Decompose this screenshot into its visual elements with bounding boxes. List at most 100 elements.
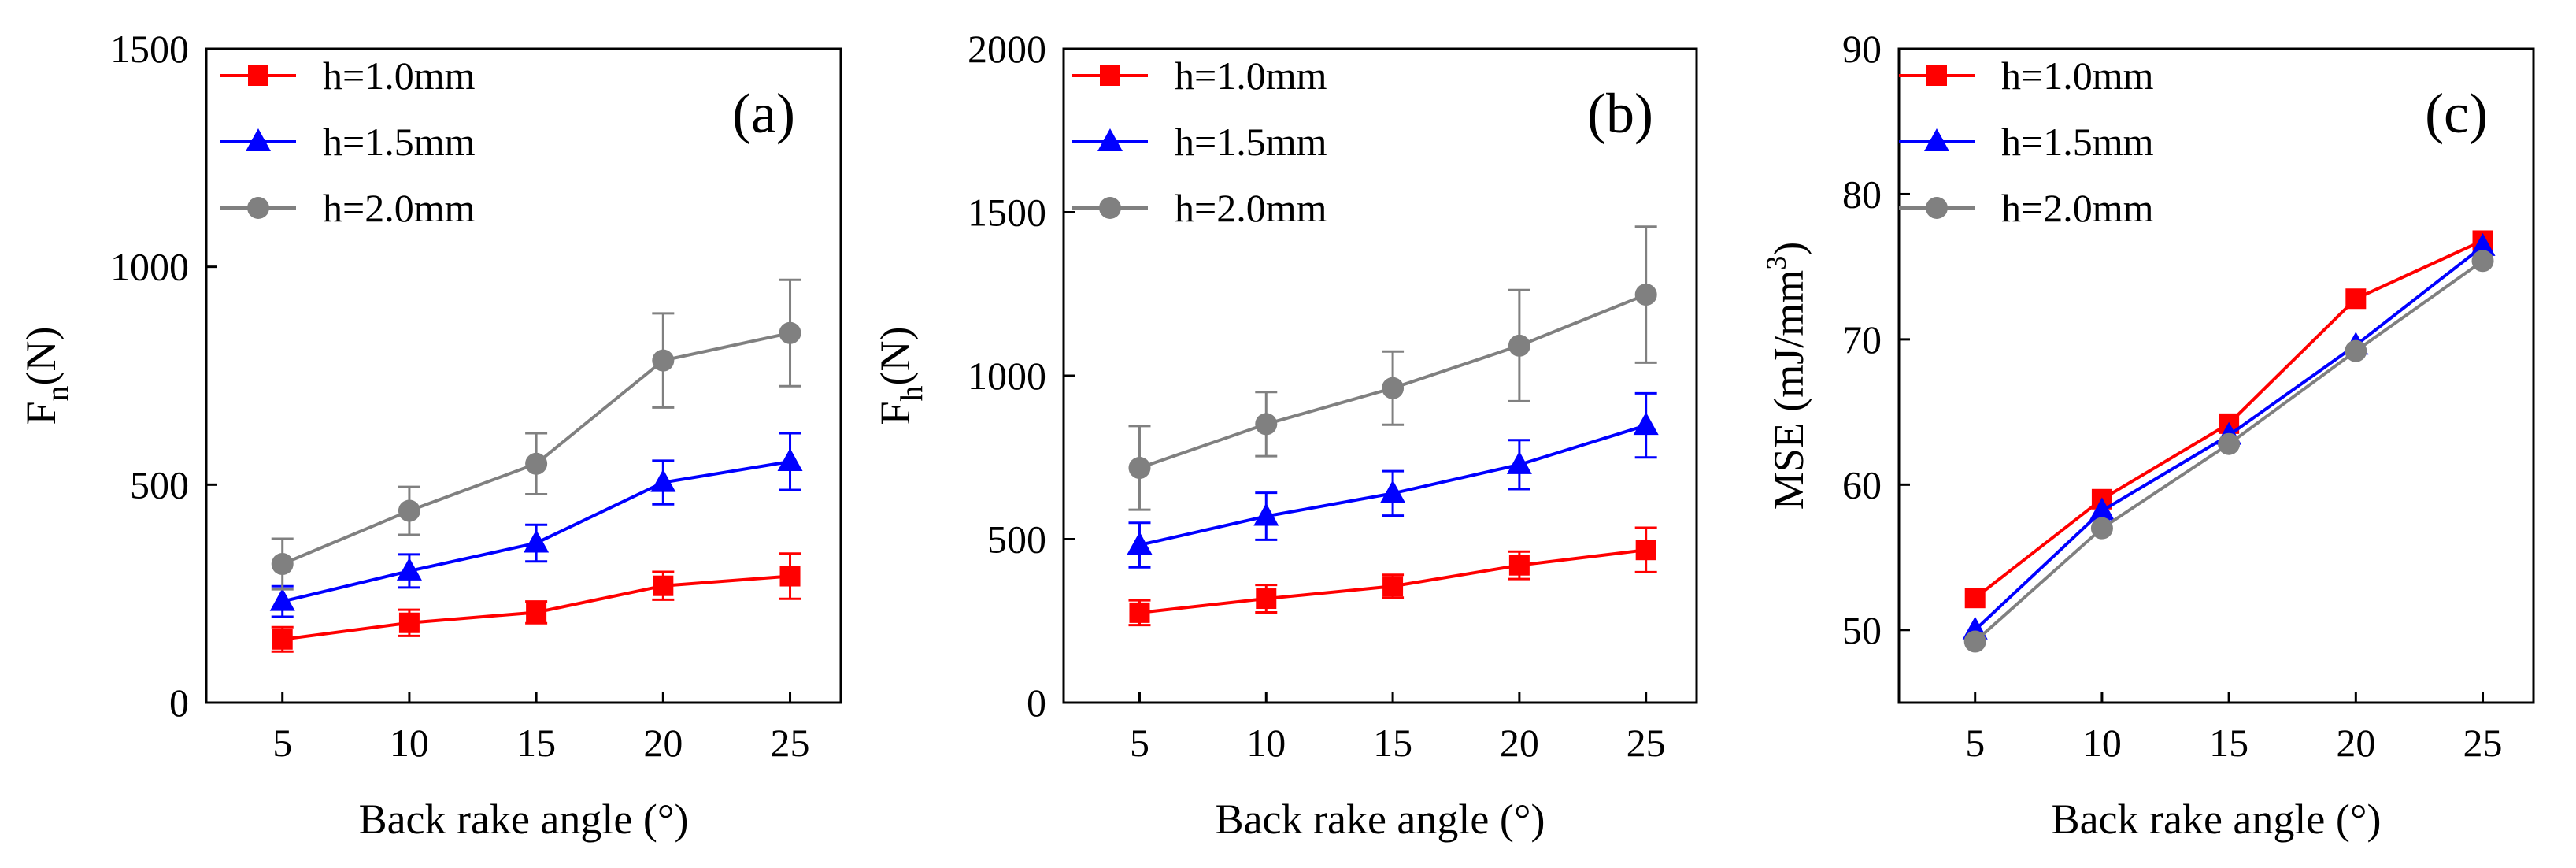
y-tick-label: 500 <box>130 462 189 506</box>
data-point <box>1253 503 1279 526</box>
data-point <box>526 602 547 623</box>
chart-panel-3: 5 10 15 20 25 50 60 70 80 90 Back rake angle (°) MS… <box>1760 27 2535 843</box>
legend-label: h=1.5mm <box>2001 120 2154 164</box>
y-axis-title: Fn(N) <box>17 326 75 425</box>
data-point <box>1382 576 1404 597</box>
x-tick-label: 25 <box>2463 721 2503 765</box>
data-point <box>272 629 293 650</box>
y-tick-label: 0 <box>169 681 189 725</box>
x-tick-label: 20 <box>643 721 683 765</box>
plot-frame <box>1897 47 2535 704</box>
data-point <box>1380 480 1406 503</box>
series-h=1.0mm <box>1964 230 2493 609</box>
data-point <box>2471 250 2494 273</box>
y-tick-label: 500 <box>987 517 1046 562</box>
data-point <box>1506 451 1532 474</box>
y-tick-label: 1500 <box>968 191 1046 235</box>
y-tick-label: 1000 <box>968 354 1046 398</box>
chart-panel-1: 5 10 15 20 25 0 500 1000 1500 Back rake angle (°)… <box>17 27 842 843</box>
legend-entry: h=2.0mm <box>1899 186 2154 230</box>
legend-label: h=2.0mm <box>323 186 476 230</box>
data-point <box>1128 457 1151 480</box>
legend-entry: h=1.5mm <box>1899 120 2154 164</box>
panel-label: (c) <box>2425 82 2488 145</box>
data-point <box>1256 588 1277 610</box>
legend-entry: h=1.0mm <box>1899 54 2154 98</box>
x-tick-label: 5 <box>1130 721 1149 765</box>
legend-label: h=1.5mm <box>323 120 476 164</box>
plot-frame <box>205 47 842 704</box>
y-axis-title: Fh(N) <box>872 326 929 425</box>
legend-label: h=2.0mm <box>1175 186 1327 230</box>
series-h=1.0mm <box>271 552 801 653</box>
series-h=1.0mm <box>1128 526 1657 627</box>
legend-marker <box>1926 65 1947 86</box>
data-point <box>271 553 294 576</box>
series-h=2.0mm <box>1963 250 2494 653</box>
x-axis-title: Back rake angle (°) <box>359 796 689 843</box>
data-point <box>1633 412 1659 436</box>
x-tick-label: 15 <box>2209 721 2248 765</box>
panel-label: (b) <box>1587 82 1653 145</box>
legend-marker <box>1097 128 1123 151</box>
legend-marker <box>1100 65 1120 86</box>
y-tick-label: 80 <box>1842 172 1882 216</box>
legend-entry: h=2.0mm <box>1072 186 1327 230</box>
series-h=2.0mm <box>271 278 801 591</box>
data-point <box>779 566 801 587</box>
x-tick-label: 25 <box>771 721 810 765</box>
data-point <box>525 452 548 475</box>
data-point <box>1127 531 1153 555</box>
data-point <box>1508 334 1530 357</box>
x-tick-label: 10 <box>2082 721 2122 765</box>
x-tick-label: 5 <box>272 721 292 765</box>
data-point <box>398 499 420 522</box>
data-point <box>1255 413 1278 436</box>
x-tick-label: 20 <box>2336 721 2375 765</box>
data-point <box>524 529 550 553</box>
y-tick-label: 1500 <box>110 27 189 71</box>
y-tick-label: 70 <box>1842 317 1882 362</box>
data-point <box>2090 517 2113 540</box>
series-h=1.5mm <box>1127 391 1659 569</box>
data-point <box>2470 232 2496 256</box>
data-point <box>653 575 674 596</box>
data-point <box>1964 588 1986 609</box>
chart-panel-2: 5 10 15 20 25 0 500 1000 1500 2000 Back rake angle… <box>872 27 1698 843</box>
legend-label: h=1.0mm <box>1175 54 1327 98</box>
y-tick-label: 1000 <box>110 245 189 289</box>
legend-marker <box>1926 197 1948 219</box>
data-point <box>652 349 675 372</box>
data-point <box>1129 602 1150 623</box>
x-tick-label: 5 <box>1965 721 1985 765</box>
data-point <box>2218 432 2241 455</box>
data-point <box>1508 555 1530 576</box>
y-tick-label: 60 <box>1842 462 1882 506</box>
data-point <box>1382 377 1405 399</box>
data-point <box>650 469 676 492</box>
x-axis-title: Back rake angle (°) <box>1216 796 1545 843</box>
data-point <box>777 448 803 472</box>
legend-entry: h=1.0mm <box>1072 54 1327 98</box>
data-point <box>1635 540 1656 561</box>
x-tick-label: 10 <box>1246 721 1286 765</box>
legend-entry: h=2.0mm <box>220 186 476 230</box>
series-h=1.5mm <box>269 432 803 618</box>
x-tick-label: 15 <box>516 721 556 765</box>
data-point <box>1963 630 1986 653</box>
data-point <box>398 612 420 633</box>
data-point <box>2345 288 2367 310</box>
legend-marker <box>246 128 271 151</box>
legend-label: h=1.5mm <box>1175 120 1327 164</box>
x-tick-label: 25 <box>1627 721 1666 765</box>
plot-frame <box>1062 47 1698 704</box>
y-axis-title: MSE (mJ/mm3) <box>1760 242 1812 510</box>
legend-marker <box>1099 197 1121 219</box>
data-point <box>269 588 295 611</box>
x-axis-title: Back rake angle (°) <box>2052 796 2382 843</box>
series-h=2.0mm <box>1128 225 1657 511</box>
legend-entry: h=1.0mm <box>220 54 476 98</box>
data-point <box>2089 497 2115 521</box>
data-point <box>2345 339 2367 362</box>
